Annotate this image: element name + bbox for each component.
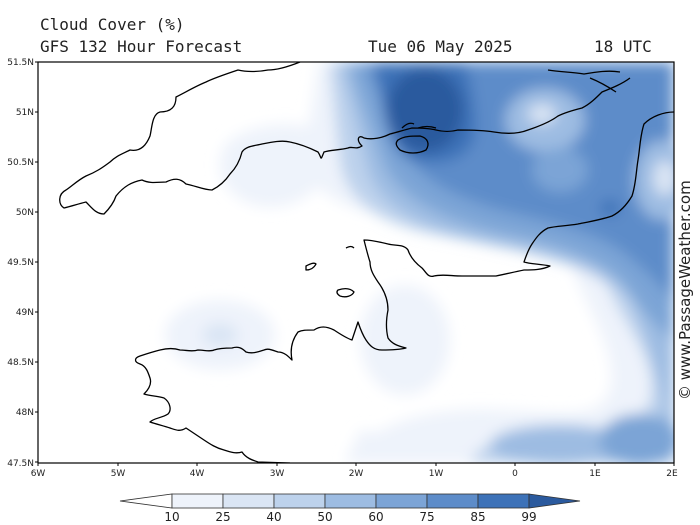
lat-label: 49N: [16, 308, 34, 318]
isle-of-wight: [395, 135, 429, 154]
colorbar-seg-5: [375, 493, 428, 509]
colorbar-seg-7: [477, 493, 530, 509]
lon-label: 2W: [349, 469, 364, 479]
alderney: [345, 245, 355, 249]
lon-label: 1E: [589, 469, 601, 479]
latitude-labels: 51.5N 51N 50.5N 50N 49.5N 49N 48.5N 48N …: [7, 58, 34, 469]
colorbar-label: 10: [164, 510, 179, 524]
colorbar-seg-1: [171, 493, 224, 509]
lon-label: 6W: [31, 469, 46, 479]
colorbar-label: 75: [419, 510, 434, 524]
colorbar-label: 40: [266, 510, 281, 524]
colorbar-label: 60: [368, 510, 383, 524]
colorbar-seg-6: [426, 493, 479, 509]
forecast-subtitle: GFS 132 Hour Forecast: [40, 37, 243, 56]
colorbar-label: 50: [317, 510, 332, 524]
colorbar-seg-2: [222, 493, 275, 509]
cloud-field: [38, 62, 674, 463]
lon-label: 0: [512, 469, 518, 479]
jersey: [336, 288, 355, 298]
axis-ticks: [35, 61, 675, 466]
lon-label: 5W: [111, 469, 126, 479]
colorbar-label: 85: [470, 510, 485, 524]
lat-label: 47.5N: [7, 459, 34, 469]
lon-label: 2E: [666, 469, 678, 479]
england-coastline: [59, 62, 631, 215]
lat-label: 48.5N: [7, 358, 34, 368]
lat-label: 51.5N: [7, 58, 34, 68]
lat-label: 50N: [16, 208, 34, 218]
colorbar-label: 99: [521, 510, 536, 524]
coastline: [59, 62, 674, 463]
colorbar-seg-3: [273, 493, 326, 509]
guernsey: [305, 262, 317, 271]
lat-label: 50.5N: [7, 158, 34, 168]
forecast-date: Tue 06 May 2025: [368, 37, 513, 56]
longitude-labels: 6W 5W 4W 3W 2W 1W 0 1E 2E: [31, 469, 678, 479]
colorbar-seg-8: [528, 493, 581, 509]
lon-label: 3W: [270, 469, 285, 479]
lon-label: 1W: [429, 469, 444, 479]
map-title: Cloud Cover (%): [40, 15, 185, 34]
colorbar-label: 25: [215, 510, 230, 524]
france-coastline: [134, 111, 674, 463]
lon-label: 4W: [190, 469, 205, 479]
colorbar-labels: 10 25 40 50 60 75 85 99: [164, 510, 536, 524]
lat-label: 48N: [16, 408, 34, 418]
colorbar-seg-0: [119, 493, 173, 509]
colorbar: [119, 493, 581, 509]
lat-label: 49.5N: [7, 258, 34, 268]
colorbar-seg-4: [324, 493, 377, 509]
forecast-time: 18 UTC: [594, 37, 652, 56]
lat-label: 51N: [16, 108, 34, 118]
